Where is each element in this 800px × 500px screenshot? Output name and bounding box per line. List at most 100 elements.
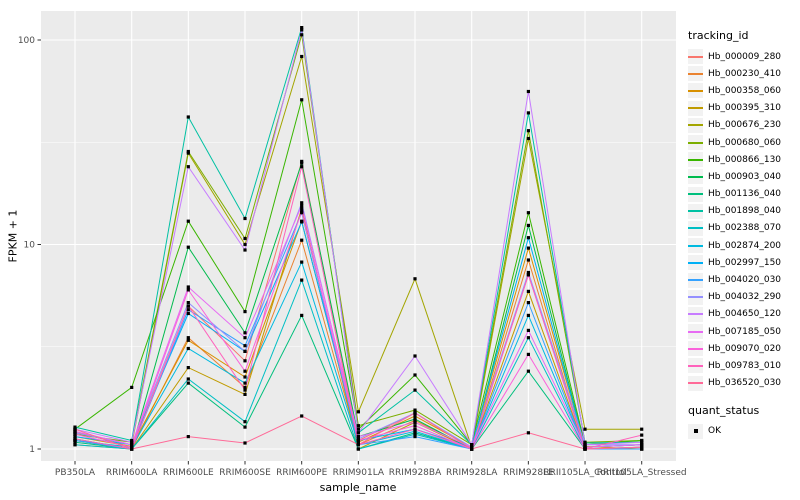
data-point bbox=[186, 245, 190, 249]
data-point bbox=[300, 206, 304, 211]
data-point bbox=[356, 431, 360, 435]
data-point bbox=[243, 375, 247, 379]
legend-item: Hb_009070_020 bbox=[688, 340, 781, 357]
data-point bbox=[243, 392, 247, 396]
data-point bbox=[130, 385, 134, 389]
series-color-line bbox=[688, 72, 703, 75]
x-tick-label: RRIM600LE bbox=[163, 468, 214, 478]
line-swatch-icon bbox=[688, 375, 703, 391]
legend-quant-status-block: quant_status OK bbox=[688, 404, 781, 440]
data-point bbox=[526, 336, 530, 340]
legend-item-label: Hb_009783_010 bbox=[708, 360, 782, 371]
legend-item-label: Hb_000358_060 bbox=[708, 85, 782, 96]
data-point bbox=[413, 414, 417, 418]
line-swatch-icon bbox=[688, 341, 703, 357]
data-point bbox=[300, 201, 304, 205]
data-point bbox=[186, 336, 190, 340]
data-point bbox=[243, 344, 247, 348]
data-point bbox=[186, 115, 190, 119]
legend-item-label: Hb_002388_070 bbox=[708, 223, 782, 234]
data-point bbox=[526, 236, 530, 240]
legend: tracking_id Hb_000009_280 Hb_000230_410 Hb… bbox=[688, 29, 781, 440]
data-point bbox=[526, 129, 530, 133]
data-point bbox=[243, 310, 247, 314]
legend-title-quant-status: quant_status bbox=[688, 403, 760, 417]
data-point bbox=[300, 26, 304, 30]
legend-item: Hb_001898_040 bbox=[688, 203, 781, 220]
data-point bbox=[186, 435, 190, 439]
legend-item-label: Hb_000676_230 bbox=[708, 120, 782, 131]
data-point bbox=[300, 414, 304, 418]
legend-item: Hb_000009_280 bbox=[688, 48, 781, 65]
data-point bbox=[356, 447, 360, 451]
series-color-line bbox=[688, 89, 703, 92]
legend-item-label: Hb_007185_050 bbox=[708, 326, 782, 337]
data-point bbox=[526, 369, 530, 373]
line-swatch-icon bbox=[688, 135, 703, 151]
data-point bbox=[243, 420, 247, 424]
legend-items: Hb_000009_280 Hb_000230_410 Hb_000358_060 H… bbox=[688, 48, 781, 392]
data-point bbox=[526, 273, 530, 277]
y-tick-label: 10 bbox=[24, 241, 36, 251]
data-point bbox=[243, 336, 247, 340]
data-point bbox=[243, 331, 247, 335]
data-point bbox=[186, 304, 190, 308]
data-point bbox=[413, 420, 417, 424]
data-point bbox=[356, 438, 360, 443]
data-point bbox=[526, 111, 530, 115]
legend-item-label: Hb_001898_040 bbox=[708, 206, 782, 217]
data-point bbox=[243, 359, 247, 363]
data-point bbox=[130, 438, 134, 443]
x-tick-label: RRIM928LA bbox=[446, 468, 498, 478]
series-color-line bbox=[688, 330, 703, 333]
series-color-line bbox=[688, 158, 703, 161]
legend-item: Hb_000903_040 bbox=[688, 168, 781, 185]
legend-item-ok: OK bbox=[688, 423, 781, 440]
data-point bbox=[526, 328, 530, 332]
legend-item: Hb_001136_040 bbox=[688, 186, 781, 203]
data-point bbox=[300, 161, 304, 165]
ok-point-key bbox=[688, 423, 703, 439]
data-point bbox=[300, 28, 304, 32]
series-color-line bbox=[688, 382, 703, 385]
data-point bbox=[130, 440, 134, 444]
line-swatch-icon bbox=[688, 49, 703, 65]
data-point bbox=[583, 427, 587, 431]
data-point bbox=[186, 149, 190, 154]
data-point bbox=[640, 447, 644, 451]
data-point bbox=[526, 136, 530, 141]
legend-item-label: Hb_000009_280 bbox=[708, 51, 782, 62]
data-point bbox=[130, 447, 134, 451]
legend-item: Hb_007185_050 bbox=[688, 323, 781, 340]
data-point bbox=[186, 366, 190, 370]
line-swatch-icon bbox=[688, 83, 703, 99]
data-point bbox=[526, 431, 530, 435]
data-point bbox=[243, 248, 247, 252]
line-swatch-icon bbox=[688, 289, 703, 305]
legend-item-label: Hb_000230_410 bbox=[708, 68, 782, 79]
data-point bbox=[583, 445, 587, 449]
x-tick-label: RRIM901LA bbox=[333, 468, 385, 478]
legend-item-label: Hb_000903_040 bbox=[708, 171, 782, 182]
legend-item-label: OK bbox=[708, 426, 721, 437]
series-color-line bbox=[688, 261, 703, 264]
data-point bbox=[526, 352, 530, 356]
data-point bbox=[73, 432, 77, 436]
series-color-line bbox=[688, 55, 703, 58]
line-swatch-icon bbox=[688, 203, 703, 219]
legend-item: Hb_004650_120 bbox=[688, 306, 781, 323]
data-point bbox=[243, 388, 247, 392]
data-point bbox=[186, 311, 190, 316]
line-swatch-icon bbox=[688, 66, 703, 82]
series-color-line bbox=[688, 107, 703, 110]
data-point bbox=[243, 236, 247, 241]
data-point bbox=[356, 443, 360, 447]
data-point bbox=[413, 388, 417, 392]
data-point bbox=[300, 220, 304, 224]
data-point bbox=[186, 165, 190, 169]
series-color-line bbox=[688, 141, 703, 144]
data-point bbox=[300, 33, 304, 37]
line-swatch-icon bbox=[688, 186, 703, 202]
